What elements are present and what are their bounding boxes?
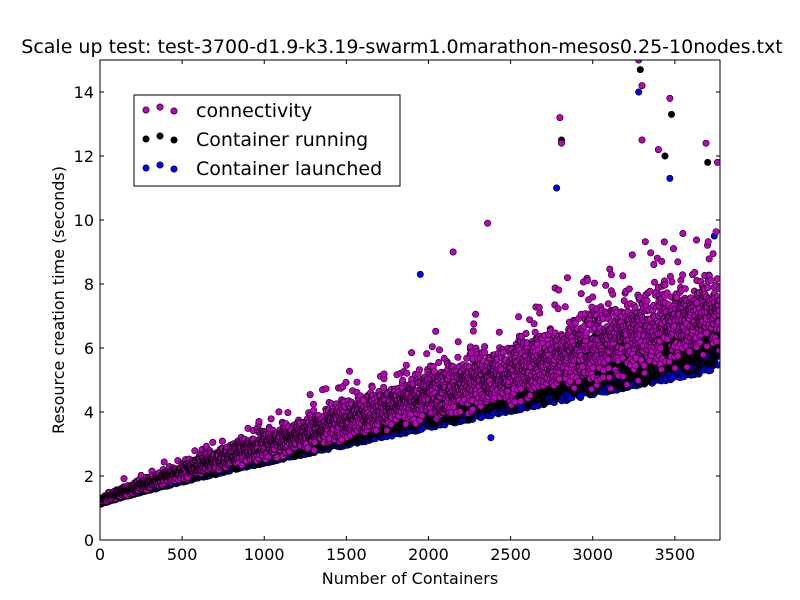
outlier-point xyxy=(487,434,495,442)
outlier-point xyxy=(666,174,674,182)
chart-title: Scale up test: test-3700-d1.9-k3.19-swar… xyxy=(21,36,782,58)
outlier-point xyxy=(635,88,643,96)
outlier-point xyxy=(553,184,561,192)
outlier-point xyxy=(416,270,424,278)
points-layer xyxy=(100,60,720,508)
